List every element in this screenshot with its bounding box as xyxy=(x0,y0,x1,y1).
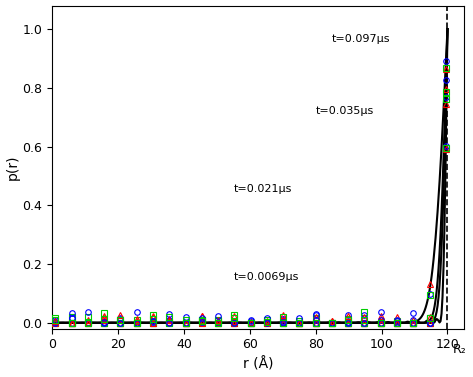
Text: t=0.0069μs: t=0.0069μs xyxy=(233,272,298,282)
Text: R₂: R₂ xyxy=(453,343,466,356)
Text: t=0.097μs: t=0.097μs xyxy=(332,34,391,44)
Text: t=0.021μs: t=0.021μs xyxy=(233,184,292,194)
X-axis label: r (Å): r (Å) xyxy=(243,357,273,371)
Text: t=0.035μs: t=0.035μs xyxy=(315,106,374,116)
Y-axis label: p(r): p(r) xyxy=(6,155,19,180)
